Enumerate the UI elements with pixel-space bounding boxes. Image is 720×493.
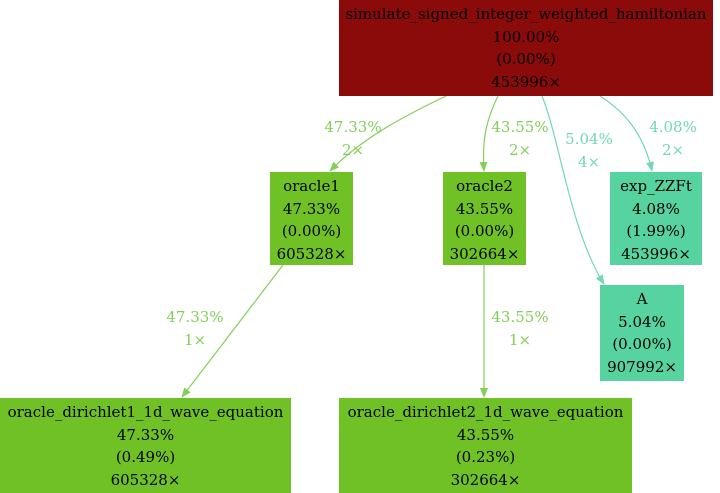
edge-root-to-exp bbox=[599, 95, 654, 172]
node-exp-zzft[interactable]: exp_ZZFt 4.08% (1.99%) 453996× bbox=[610, 172, 702, 265]
node-total-percent: 43.55% bbox=[455, 199, 514, 218]
edge-root-to-a bbox=[541, 95, 605, 285]
node-self-percent: (1.99%) bbox=[626, 222, 686, 240]
node-call-count: 907992× bbox=[607, 357, 677, 376]
node-simulate-signed-integer-weighted-hamiltonian[interactable]: simulate_signed_integer_weighted_hamilto… bbox=[339, 0, 713, 96]
edge-percent: 47.33% bbox=[166, 308, 224, 326]
node-self-percent: (0.23%) bbox=[455, 448, 516, 466]
edge-percent: 5.04% bbox=[565, 130, 613, 148]
edge-calls: 2× bbox=[508, 141, 532, 159]
node-self-percent: (0.00%) bbox=[496, 50, 556, 68]
node-self-percent: (0.49%) bbox=[115, 448, 176, 466]
edge-label-root-to-oracle1: 47.33% 2× bbox=[318, 116, 388, 162]
node-a[interactable]: A 5.04% (0.00%) 907992× bbox=[600, 285, 684, 381]
edge-label-root-to-exp: 4.08% 2× bbox=[642, 116, 704, 162]
node-self-percent: (0.00%) bbox=[454, 222, 515, 240]
node-self-percent: (0.00%) bbox=[612, 335, 672, 353]
edge-root-to-oracle2 bbox=[479, 95, 499, 172]
node-total-percent: 47.33% bbox=[116, 425, 175, 444]
node-total-percent: 5.04% bbox=[618, 312, 666, 331]
node-name: oracle_dirichlet1_1d_wave_equation bbox=[7, 403, 284, 421]
node-total-percent: 47.33% bbox=[282, 199, 341, 218]
edge-calls: 2× bbox=[341, 141, 365, 159]
edge-calls: 4× bbox=[577, 153, 601, 171]
edge-root-to-oracle1 bbox=[329, 95, 447, 172]
node-name: exp_ZZFt bbox=[620, 177, 692, 195]
node-name: oracle_dirichlet2_1d_wave_equation bbox=[347, 403, 624, 421]
edge-label-root-to-oracle2: 43.55% 2× bbox=[485, 116, 555, 162]
node-total-percent: 100.00% bbox=[492, 27, 560, 46]
node-name: oracle1 bbox=[283, 177, 340, 195]
node-call-count: 605328× bbox=[110, 470, 181, 489]
edge-calls: 1× bbox=[183, 331, 207, 349]
edge-percent: 43.55% bbox=[491, 118, 549, 136]
node-oracle-dirichlet1-1d-wave-equation[interactable]: oracle_dirichlet1_1d_wave_equation 47.33… bbox=[0, 398, 291, 493]
node-total-percent: 4.08% bbox=[632, 199, 680, 218]
edge-percent: 4.08% bbox=[649, 118, 697, 136]
node-name: oracle2 bbox=[456, 177, 513, 195]
edge-label-root-to-a: 5.04% 4× bbox=[558, 128, 620, 174]
node-oracle1[interactable]: oracle1 47.33% (0.00%) 605328× bbox=[270, 172, 353, 265]
node-call-count: 453996× bbox=[621, 244, 691, 263]
node-oracle-dirichlet2-1d-wave-equation[interactable]: oracle_dirichlet2_1d_wave_equation 43.55… bbox=[339, 398, 632, 493]
node-name: simulate_signed_integer_weighted_hamilto… bbox=[345, 5, 707, 23]
node-name: A bbox=[636, 290, 648, 308]
node-call-count: 453996× bbox=[491, 72, 561, 91]
edge-percent: 47.33% bbox=[324, 118, 382, 136]
edge-calls: 2× bbox=[661, 141, 685, 159]
edge-label-oracle2-to-dirichlet2: 43.55% 1× bbox=[485, 306, 555, 352]
edge-label-oracle1-to-dirichlet1: 47.33% 1× bbox=[160, 306, 230, 352]
node-self-percent: (0.00%) bbox=[281, 222, 342, 240]
node-call-count: 302664× bbox=[449, 244, 520, 263]
edge-calls: 1× bbox=[508, 331, 532, 349]
edge-oracle1-to-dirichlet1 bbox=[181, 264, 284, 398]
edge-percent: 43.55% bbox=[491, 308, 549, 326]
node-total-percent: 43.55% bbox=[456, 425, 515, 444]
node-call-count: 302664× bbox=[450, 470, 521, 489]
node-call-count: 605328× bbox=[276, 244, 347, 263]
node-oracle2[interactable]: oracle2 43.55% (0.00%) 302664× bbox=[443, 172, 526, 265]
